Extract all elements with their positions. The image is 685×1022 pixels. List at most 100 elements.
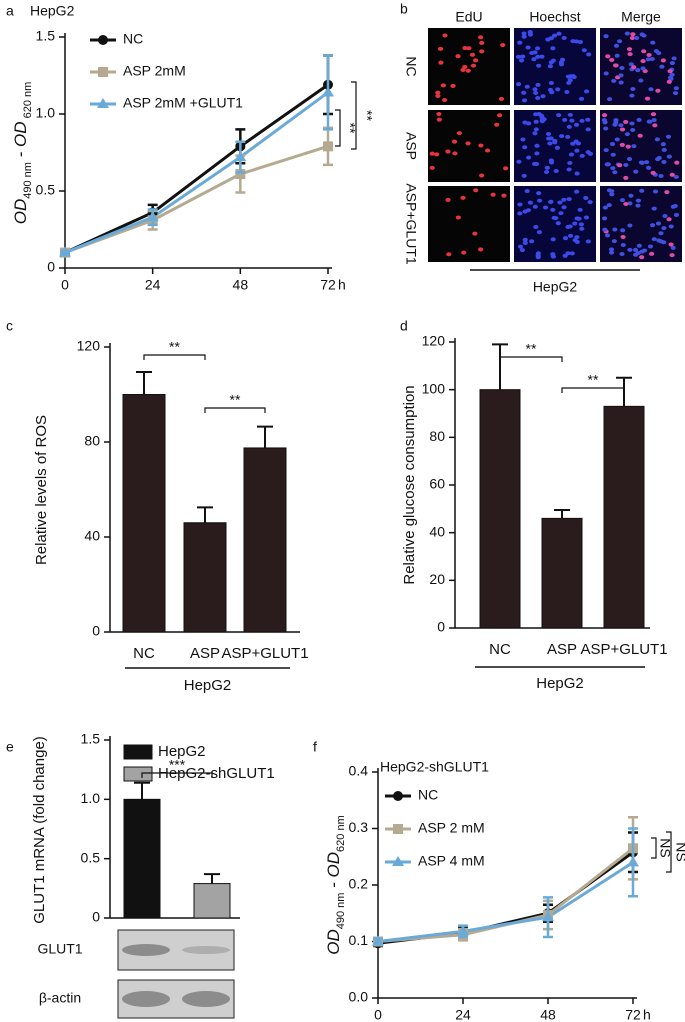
cell-nucleus [516, 159, 522, 164]
cell-nucleus [630, 87, 636, 92]
cell-nucleus [658, 231, 664, 236]
marker [627, 856, 639, 867]
cell-nucleus [674, 160, 680, 165]
cell-nucleus [649, 251, 655, 256]
cell-nucleus [574, 235, 580, 240]
cell-nucleus [578, 222, 584, 227]
cell-nucleus [490, 192, 496, 197]
cell-nucleus [618, 73, 624, 78]
cell-nucleus [550, 254, 556, 259]
cell-nucleus [585, 239, 591, 244]
error-bar [136, 370, 152, 395]
cell-nucleus [524, 84, 530, 89]
significance-label: ** [169, 339, 180, 355]
cell-nucleus [631, 65, 637, 70]
error-bar [204, 873, 220, 884]
y-tick-label: 40 [429, 523, 445, 539]
cell-nucleus [646, 53, 652, 58]
cell-nucleus [434, 152, 440, 157]
x-tick-label: 24 [455, 1007, 471, 1022]
cell-nucleus [456, 131, 463, 136]
legend-label: ASP 2mM [123, 63, 186, 79]
significance-bracket [141, 772, 213, 778]
y-tick-label: 80 [84, 433, 100, 449]
cell-nucleus [587, 151, 594, 156]
cell-nucleus [644, 96, 651, 101]
cell-nucleus [632, 247, 639, 252]
bar [183, 522, 227, 633]
cell-nucleus [451, 139, 458, 144]
marker [457, 925, 469, 936]
cell-nucleus [473, 188, 479, 193]
cell-nucleus [535, 82, 541, 87]
cell-nucleus [521, 173, 527, 178]
y-tick-label: 60 [429, 476, 445, 492]
cell-nucleus [552, 140, 558, 145]
cell-nucleus [662, 213, 668, 218]
y-tick-label: 1.0 [36, 105, 56, 121]
cell-nucleus [557, 200, 563, 205]
cell-nucleus [583, 215, 590, 220]
cell-nucleus [550, 207, 556, 212]
cell-nucleus [566, 197, 572, 202]
bar [541, 517, 583, 629]
cell-nucleus [455, 215, 461, 220]
series-line [377, 861, 634, 943]
y-axis-label: OD490 nm - OD620 nm [324, 815, 346, 955]
cell-nucleus [566, 124, 572, 129]
cell-nucleus [556, 113, 562, 118]
cell-nucleus [536, 63, 542, 68]
cell-nucleus [614, 137, 620, 142]
bar [479, 389, 521, 629]
cell-nucleus [668, 76, 674, 81]
marker [393, 824, 403, 834]
panel-letter: a [6, 3, 14, 19]
y-tick-label: 1.5 [81, 731, 101, 747]
series-line [377, 847, 634, 943]
x-tick-label: ASP [547, 641, 577, 658]
cell-nucleus [612, 63, 619, 68]
cell-nucleus [601, 216, 608, 221]
cell-nucleus [620, 228, 626, 233]
x-tick-label: 48 [233, 277, 249, 293]
cell-nucleus [550, 58, 556, 63]
y-axis-label: Relative levels of ROS [33, 415, 50, 565]
significance-label: ** [359, 110, 375, 121]
cell-nucleus [521, 34, 527, 39]
bar [123, 798, 161, 919]
cell-nucleus [501, 193, 507, 198]
x-tick-label: NC [489, 641, 511, 658]
subscript: 490 nm [22, 162, 34, 199]
cell-nucleus [661, 160, 667, 165]
micrograph [600, 28, 682, 105]
error-bar [492, 343, 508, 390]
cell-nucleus [637, 133, 643, 138]
marker [146, 211, 159, 222]
cell-nucleus [655, 221, 662, 226]
row-label: ASP+GLUT1 [403, 183, 419, 265]
cell-nucleus [606, 203, 612, 208]
legend-label: ASP 2mM +GLUT1 [123, 95, 243, 111]
cell-nucleus [542, 205, 549, 210]
cell-nucleus [633, 252, 639, 257]
cell-nucleus [484, 148, 491, 153]
cell-nucleus [669, 253, 675, 258]
cell-nucleus [646, 165, 652, 170]
cell-nucleus [655, 157, 661, 162]
cell-nucleus [548, 200, 554, 205]
panel-letter: c [6, 318, 13, 334]
cell-nucleus [661, 226, 667, 231]
cell-nucleus [650, 170, 656, 175]
cell-nucleus [649, 223, 656, 228]
cell-nucleus [548, 158, 554, 163]
cell-nucleus [568, 152, 575, 157]
x-tick-label: 72 [625, 1007, 641, 1022]
significance-label: ** [342, 123, 358, 134]
cell-nucleus [610, 152, 616, 157]
cell-nucleus [581, 48, 587, 53]
cell-nucleus [670, 204, 676, 209]
cell-nucleus [614, 53, 620, 58]
cell-nucleus [522, 98, 528, 103]
y-tick-label: 20 [429, 571, 445, 587]
cell-nucleus [525, 45, 531, 50]
